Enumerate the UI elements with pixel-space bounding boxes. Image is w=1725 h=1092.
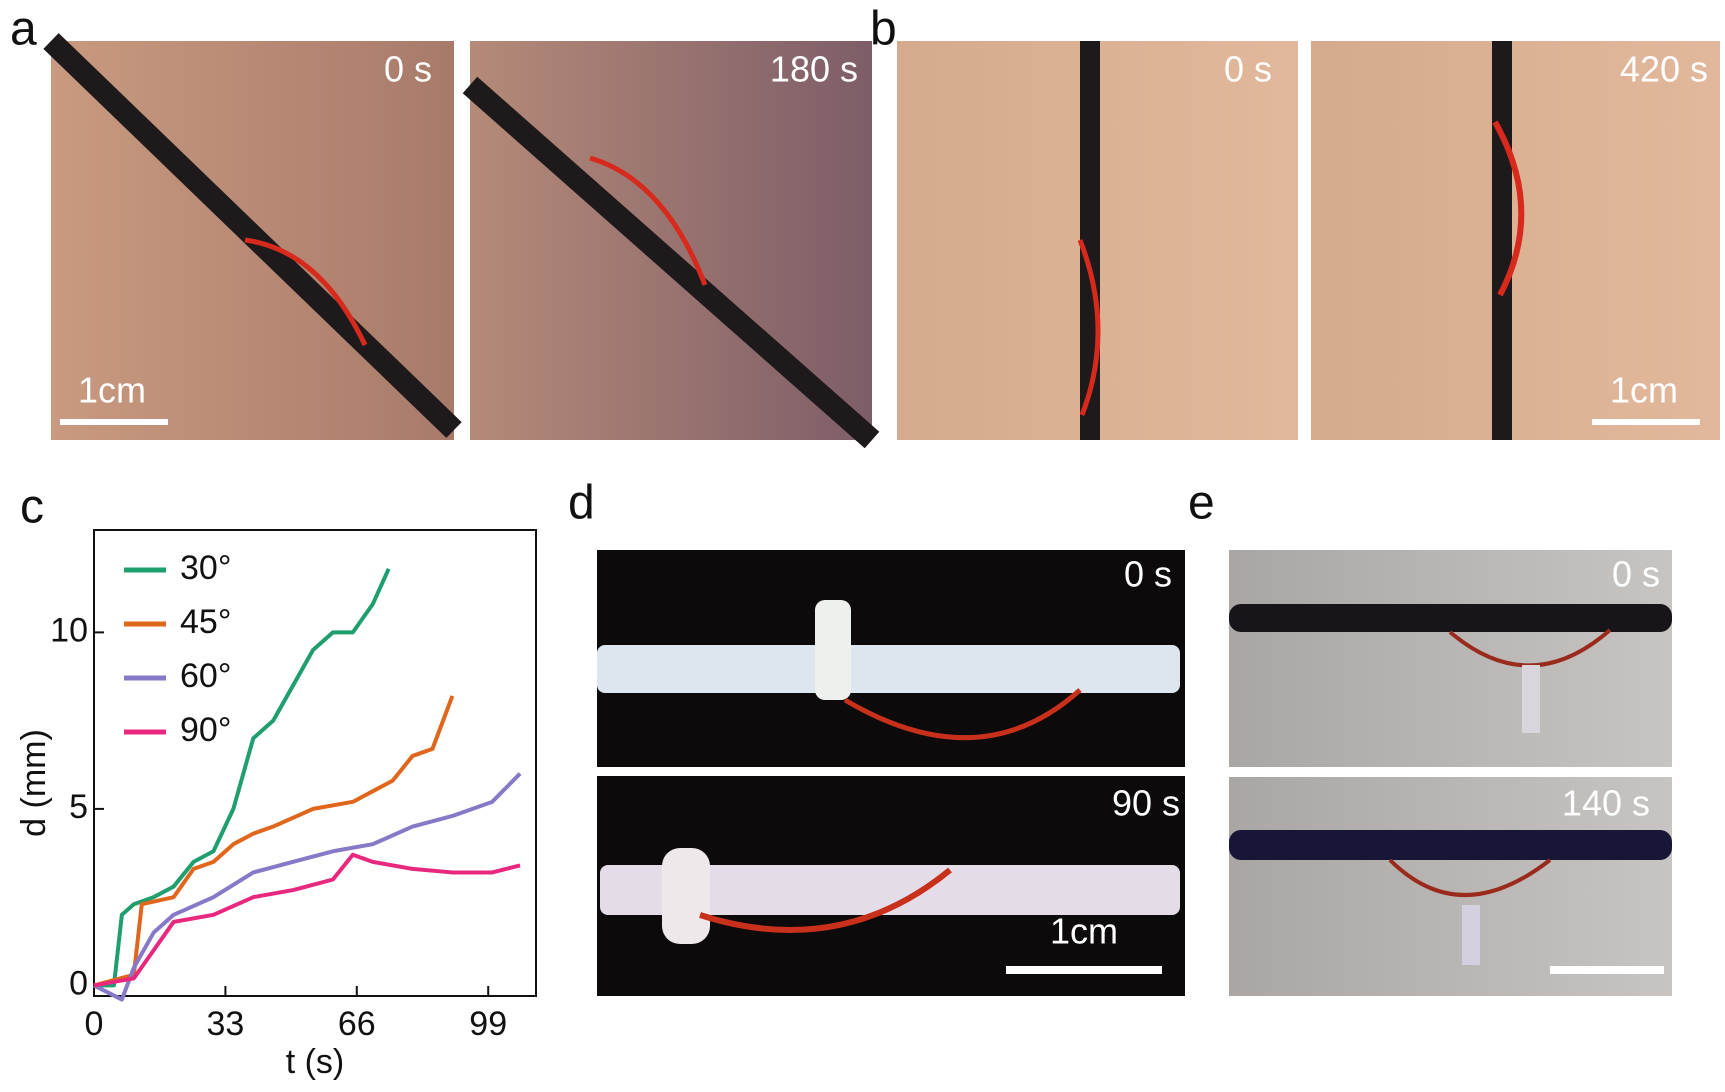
tube xyxy=(600,865,1180,915)
panel-label: e xyxy=(1188,477,1215,530)
load xyxy=(1462,905,1480,965)
timestamp: 0 s xyxy=(1124,554,1172,595)
tube xyxy=(597,645,1180,693)
data-line xyxy=(93,852,521,988)
legend-label: 60° xyxy=(180,657,231,695)
robot xyxy=(244,237,368,347)
panel-label: d xyxy=(568,477,595,530)
robot xyxy=(699,867,952,933)
panel-label: b xyxy=(870,3,897,56)
y-axis-label: d (mm) xyxy=(15,729,53,837)
robot xyxy=(843,688,1082,741)
rod xyxy=(1229,604,1672,632)
x-tick-label: 66 xyxy=(338,1005,376,1043)
data-line xyxy=(93,772,522,1002)
robot xyxy=(1388,858,1552,897)
y-tick-label: 10 xyxy=(50,611,88,649)
x-tick-label: 99 xyxy=(469,1005,507,1043)
robot xyxy=(589,155,708,286)
load xyxy=(1522,665,1540,733)
legend-label: 45° xyxy=(180,603,231,641)
x-tick-label: 0 xyxy=(85,1005,104,1043)
robot xyxy=(1077,239,1101,416)
timestamp: 140 s xyxy=(1562,783,1650,824)
scale-label: 1cm xyxy=(78,370,146,411)
y-tick-label: 0 xyxy=(69,964,88,1002)
scale-label: 1cm xyxy=(1050,911,1118,952)
rod xyxy=(462,76,880,449)
timestamp: 0 s xyxy=(1612,554,1660,595)
x-tick-label: 33 xyxy=(206,1005,244,1043)
timestamp: 180 s xyxy=(770,49,858,90)
photo xyxy=(1229,777,1672,996)
clamp xyxy=(662,848,710,944)
data-line xyxy=(94,568,391,988)
timestamp: 0 s xyxy=(384,49,432,90)
x-axis-label: t (s) xyxy=(286,1043,345,1081)
robot xyxy=(1492,120,1525,297)
rod xyxy=(1229,830,1672,860)
y-tick-label: 5 xyxy=(69,788,88,826)
photo xyxy=(1229,550,1672,767)
timestamp: 0 s xyxy=(1224,49,1272,90)
plot-frame xyxy=(93,529,537,997)
clamp xyxy=(815,600,851,700)
timestamp: 420 s xyxy=(1620,49,1708,90)
timestamp: 90 s xyxy=(1112,783,1180,824)
legend-label: 90° xyxy=(180,711,231,749)
panel-label: c xyxy=(20,481,44,534)
scale-label: 1cm xyxy=(1610,370,1678,411)
data-line xyxy=(93,695,455,988)
rod xyxy=(43,33,462,438)
legend-label: 30° xyxy=(180,549,231,587)
photo xyxy=(1311,41,1720,440)
panel-label: a xyxy=(10,3,37,56)
